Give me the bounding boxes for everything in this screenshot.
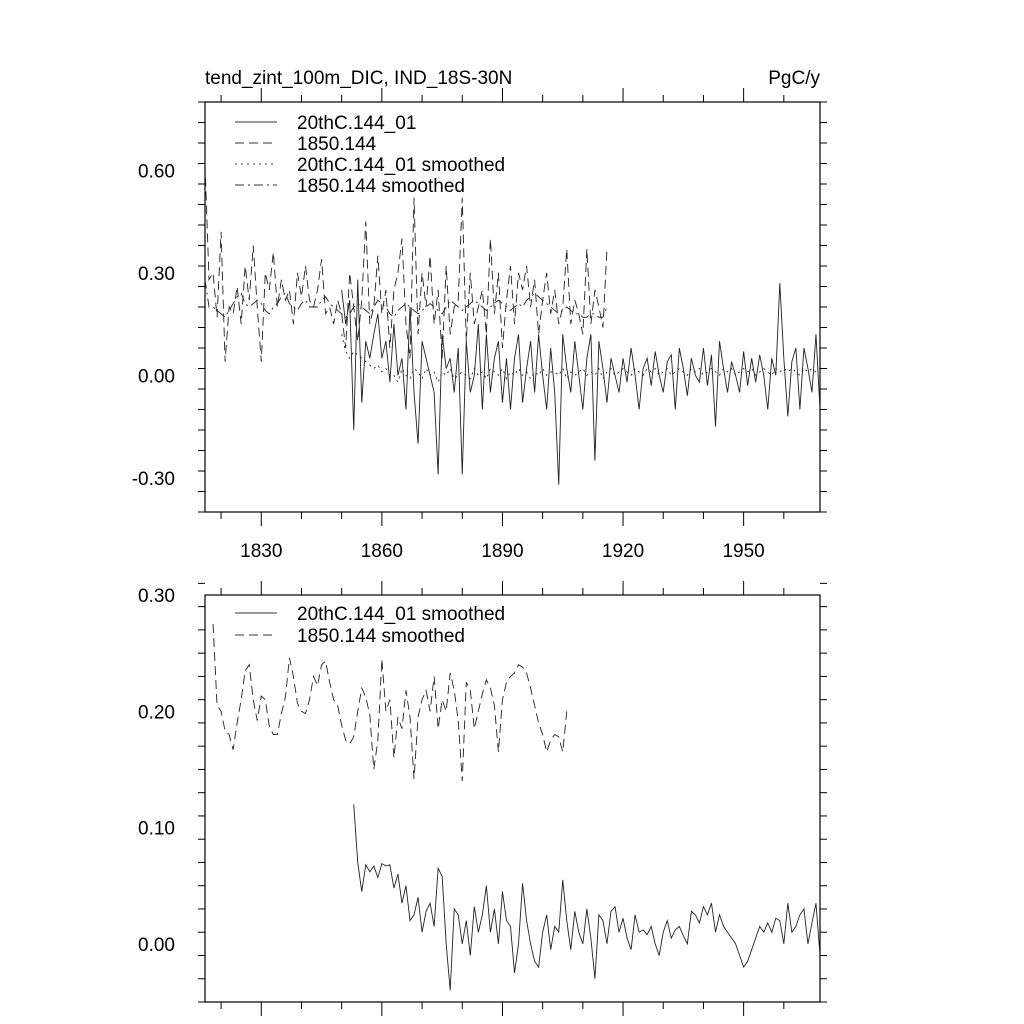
legend-label: 1850.144 xyxy=(297,134,377,155)
plot-frame xyxy=(204,594,821,1003)
y-tick-label: 0.00 xyxy=(138,935,175,956)
units-label: PgC/y xyxy=(768,68,820,89)
y-tick-label: 0.30 xyxy=(138,586,175,607)
x-tick-label: 1830 xyxy=(240,541,282,562)
chart-title: tend_zint_100m_DIC, IND_18S-30N xyxy=(205,68,512,89)
y-tick-label: 0.20 xyxy=(138,702,175,723)
legend-label: 20thC.144_01 smoothed xyxy=(297,155,505,176)
y-tick-label: 0.60 xyxy=(138,161,175,182)
x-tick-label: 1920 xyxy=(602,541,644,562)
x-tick-label: 1860 xyxy=(361,541,403,562)
x-tick-label: 1890 xyxy=(481,541,523,562)
legend-label: 1850.144 smoothed xyxy=(297,626,465,647)
bottom-panel: 0.00 0.10 0.20 0.30 20thC.144_01 smoothed185… xyxy=(138,581,827,1016)
series-line-20thc-144-01 xyxy=(341,279,820,485)
y-tick-label: 0.30 xyxy=(138,264,175,285)
x-tick-label: 1950 xyxy=(722,541,764,562)
top-panel: tend_zint_100m_DIC, IND_18S-30N PgC/y 1830… xyxy=(132,68,827,562)
legend-label: 1850.144 smoothed xyxy=(297,176,465,197)
series-line-1850-144 xyxy=(205,163,608,362)
series-line-20thc-144-01-smoothed xyxy=(341,334,820,384)
y-tick-label: 0.00 xyxy=(138,366,175,387)
legend-label: 20thC.144_01 smoothed xyxy=(297,604,505,625)
legend-label: 20thC.144_01 xyxy=(297,113,416,134)
series-line-20thc-144-01-smoothed xyxy=(353,804,820,991)
series-line-1850-144-smoothed xyxy=(212,624,568,782)
y-tick-label: -0.30 xyxy=(132,469,175,490)
series-line-1850-144-smoothed xyxy=(205,279,608,318)
y-tick-label: 0.10 xyxy=(138,819,175,840)
